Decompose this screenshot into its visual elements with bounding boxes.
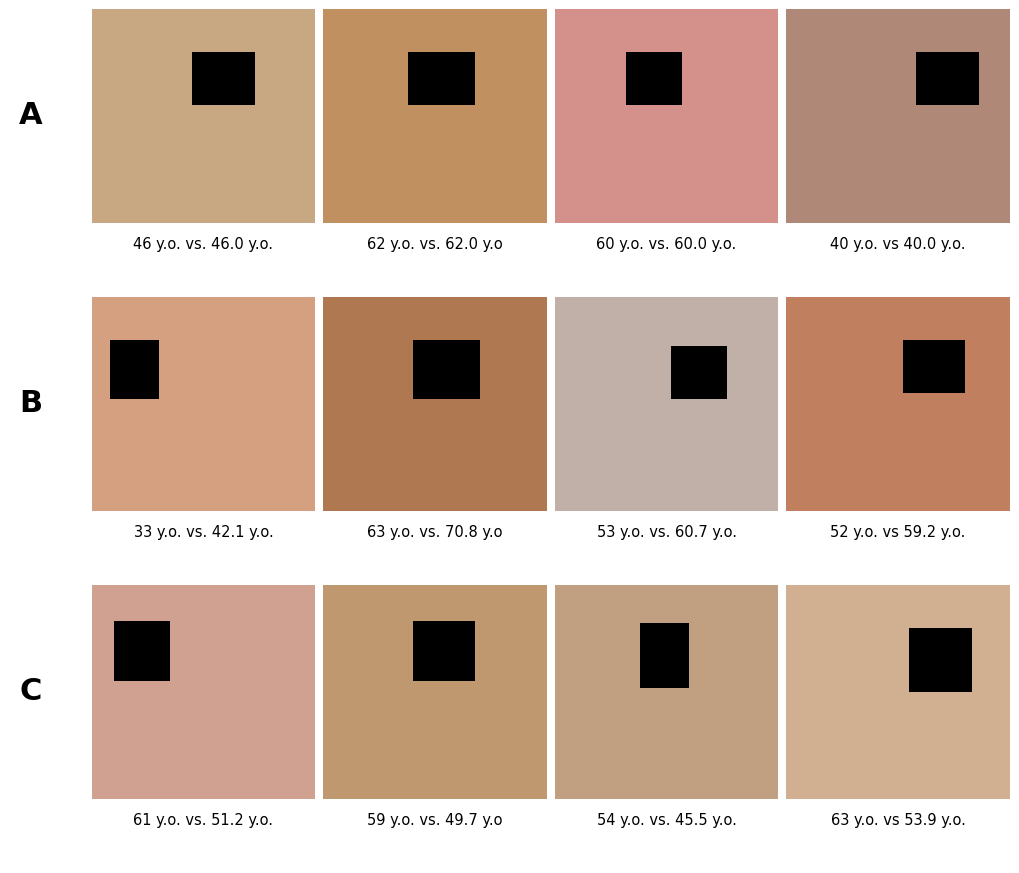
Bar <box>671 346 727 400</box>
Bar <box>110 340 159 400</box>
Bar <box>639 623 688 688</box>
Text: 46 y.o. vs. 46.0 y.o.: 46 y.o. vs. 46.0 y.o. <box>133 237 273 251</box>
Text: 60 y.o. vs. 60.0 y.o.: 60 y.o. vs. 60.0 y.o. <box>596 237 736 251</box>
Text: 54 y.o. vs. 45.5 y.o.: 54 y.o. vs. 45.5 y.o. <box>596 813 736 828</box>
Text: 61 y.o. vs. 51.2 y.o.: 61 y.o. vs. 51.2 y.o. <box>133 813 273 828</box>
Bar <box>114 622 170 681</box>
Text: 33 y.o. vs. 42.1 y.o.: 33 y.o. vs. 42.1 y.o. <box>133 525 273 540</box>
Text: 53 y.o. vs. 60.7 y.o.: 53 y.o. vs. 60.7 y.o. <box>596 525 736 540</box>
Bar <box>408 52 475 105</box>
Text: 59 y.o. vs. 49.7 y.o: 59 y.o. vs. 49.7 y.o <box>367 813 502 828</box>
Bar <box>908 628 971 691</box>
Bar <box>915 52 977 105</box>
Text: 63 y.o. vs 53.9 y.o.: 63 y.o. vs 53.9 y.o. <box>829 813 965 828</box>
Text: A: A <box>18 101 43 130</box>
Text: 40 y.o. vs 40.0 y.o.: 40 y.o. vs 40.0 y.o. <box>829 237 965 251</box>
Text: C: C <box>19 677 42 706</box>
Bar <box>902 340 964 393</box>
Bar <box>193 52 255 105</box>
Bar <box>413 340 479 400</box>
Text: 63 y.o. vs. 70.8 y.o: 63 y.o. vs. 70.8 y.o <box>367 525 502 540</box>
Bar <box>413 622 475 681</box>
Text: 52 y.o. vs 59.2 y.o.: 52 y.o. vs 59.2 y.o. <box>829 525 965 540</box>
Bar <box>626 52 682 105</box>
Text: 62 y.o. vs. 62.0 y.o: 62 y.o. vs. 62.0 y.o <box>367 237 502 251</box>
Text: B: B <box>19 389 42 418</box>
